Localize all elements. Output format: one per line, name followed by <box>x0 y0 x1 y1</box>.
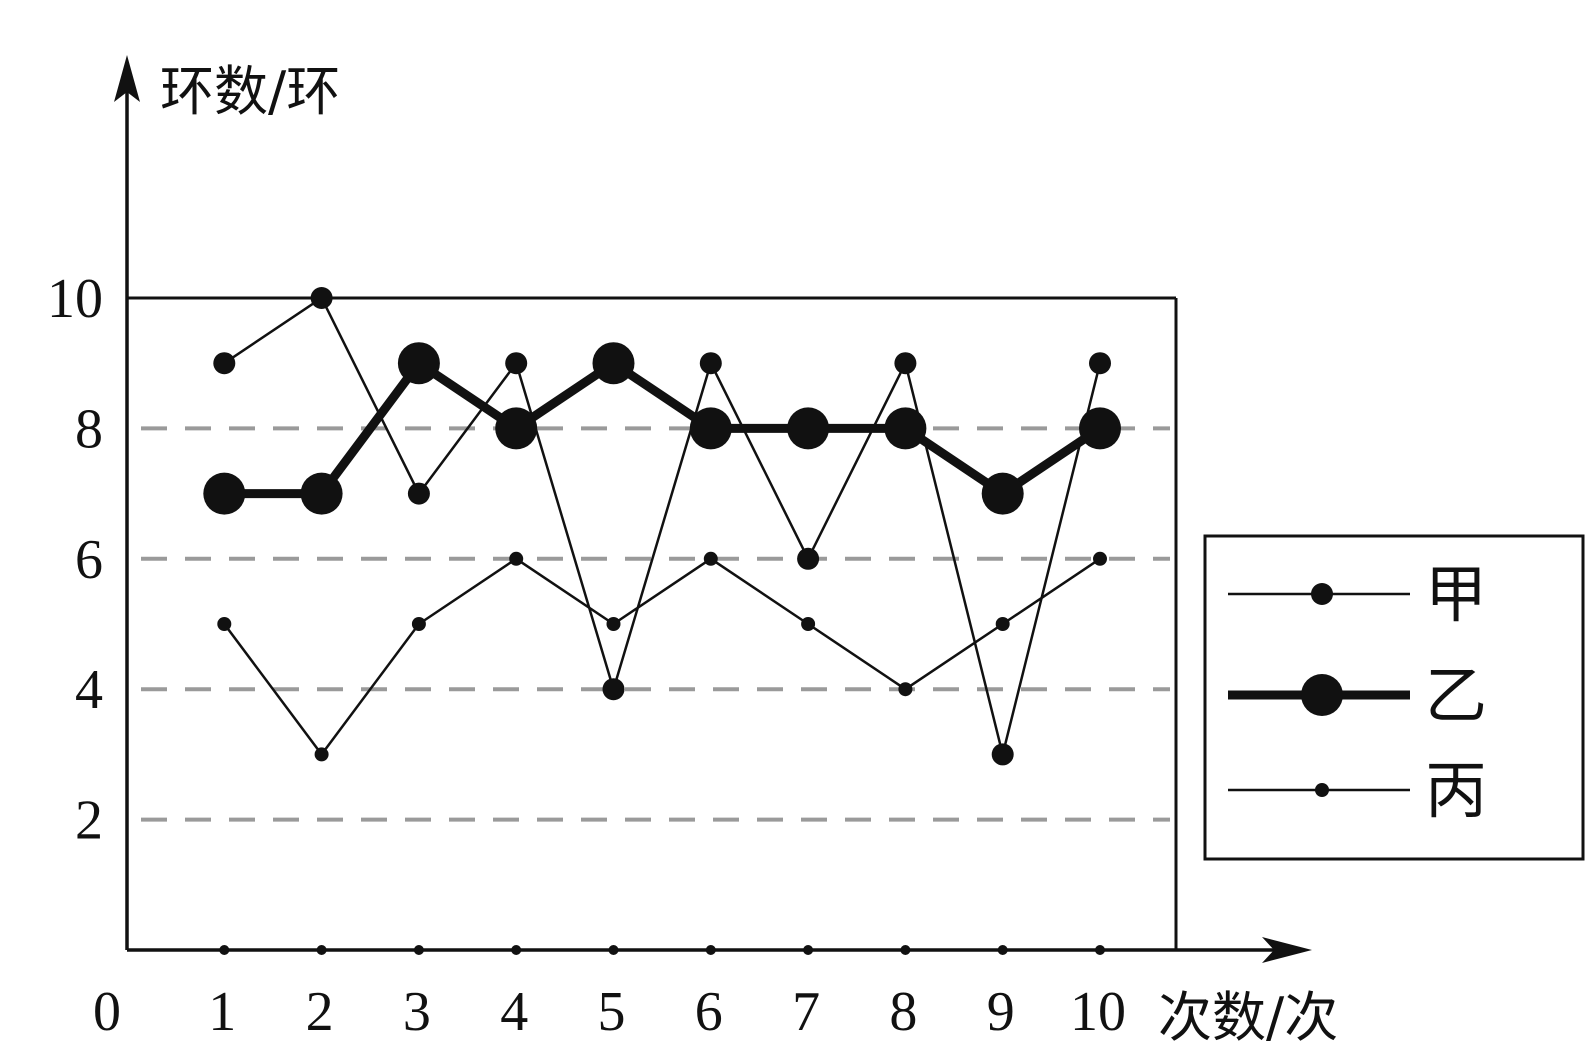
grid-lines <box>141 426 1170 822</box>
origin-label: 0 <box>93 981 121 1043</box>
series-2-point <box>509 551 524 566</box>
x-axis-arrow <box>1262 937 1312 963</box>
y-tick-label: 4 <box>75 659 103 721</box>
x-tick-label: 6 <box>695 981 723 1043</box>
x-tick-label: 8 <box>889 981 917 1043</box>
series-0-point <box>602 678 625 701</box>
series-line-1 <box>224 357 1103 500</box>
series-2-point <box>606 617 621 631</box>
legend: 甲乙丙 <box>1203 534 1585 861</box>
series-2-point <box>801 617 816 631</box>
x-tick-label: 1 <box>208 981 236 1043</box>
y-axis-arrow <box>114 55 140 102</box>
x-tick-label: 10 <box>1070 981 1126 1043</box>
x-tick-dot <box>316 945 327 955</box>
series-0-point <box>1089 352 1111 375</box>
y-tick-label: 10 <box>47 268 103 330</box>
series-2-point <box>1093 551 1107 566</box>
series-0-point <box>505 352 528 375</box>
series-2-point <box>411 617 426 631</box>
x-tick-label: 2 <box>306 981 334 1043</box>
series-2-point <box>703 551 718 566</box>
series-1 <box>203 342 1121 515</box>
series-0-point <box>797 547 820 570</box>
legend-label-0: 甲 <box>1425 558 1487 631</box>
x-tick-dot <box>219 945 230 955</box>
x-tick-label: 3 <box>403 981 431 1043</box>
x-tick-dot <box>997 945 1008 955</box>
x-axis-title: 次数/次 <box>1158 986 1338 1049</box>
series-0-point <box>213 352 236 375</box>
x-tick-dot <box>413 945 424 955</box>
series-1-point <box>787 407 830 450</box>
x-tick-dot <box>608 945 619 955</box>
series-line-2 <box>223 557 1101 757</box>
series-2-point <box>314 747 329 762</box>
series-0 <box>213 287 1111 766</box>
series-0-point <box>894 352 917 375</box>
legend-label-2: 丙 <box>1425 754 1487 827</box>
tick-labels: 1 2 3 4 5 6 7 8 9 10 2 4 6 8 10 <box>47 268 1126 1043</box>
series-1-point <box>592 342 635 385</box>
x-tick-label: 4 <box>500 981 528 1043</box>
axes <box>114 55 1312 963</box>
x-tick-dot <box>803 945 814 955</box>
series-1-point <box>495 407 538 450</box>
x-tick-label: 7 <box>792 981 820 1043</box>
x-tick-dot <box>511 945 522 955</box>
series-line-0 <box>223 296 1102 755</box>
x-tick-label: 9 <box>987 981 1015 1043</box>
series-1-point <box>1079 407 1121 450</box>
series-0-point <box>991 743 1014 766</box>
series-1-point <box>300 472 343 515</box>
x-tick-label: 5 <box>598 981 626 1043</box>
series-2-point <box>898 682 913 697</box>
series-1-point <box>397 342 440 385</box>
legend-marker-1 <box>1301 674 1343 716</box>
x-tick-dot <box>1095 945 1105 955</box>
series-layer <box>203 287 1121 766</box>
y-axis-title: 环数/环 <box>160 60 340 123</box>
y-tick-label: 8 <box>75 398 103 460</box>
series-1-point <box>884 407 927 450</box>
x-tick-dot <box>705 945 716 955</box>
series-0-point <box>699 352 722 375</box>
series-1-point <box>203 472 246 515</box>
plot-frame <box>127 296 1178 950</box>
series-1-point <box>981 472 1024 515</box>
series-2-point <box>995 617 1010 631</box>
y-tick-label: 2 <box>75 790 103 852</box>
series-0-point <box>310 287 333 309</box>
series-2-point <box>217 617 232 631</box>
legend-label-1: 乙 <box>1425 659 1487 732</box>
legend-marker-0 <box>1311 583 1333 605</box>
x-tick-dot <box>900 945 911 955</box>
series-2 <box>217 551 1107 762</box>
series-0-point <box>407 482 430 505</box>
y-tick-label: 6 <box>75 529 103 591</box>
legend-marker-2 <box>1315 783 1329 797</box>
series-1-point <box>689 407 732 450</box>
